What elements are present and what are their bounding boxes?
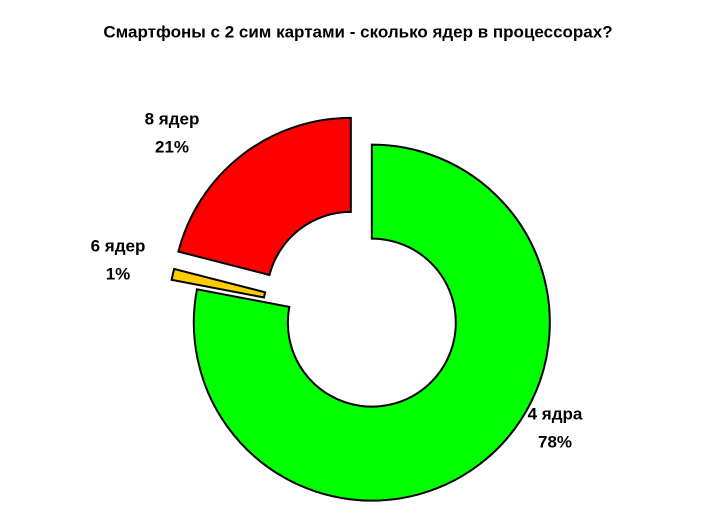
slice-value-label: 21% <box>155 137 189 156</box>
slice-label: 4 ядра <box>528 404 583 423</box>
donut-slice <box>177 116 352 277</box>
slice-label: 8 ядер <box>145 109 200 128</box>
chart-title: Смартфоны с 2 сим картами - сколько ядер… <box>103 22 612 41</box>
slice-label: 6 ядер <box>91 236 146 255</box>
donut-slice <box>170 267 267 299</box>
slice-value-label: 78% <box>538 432 572 451</box>
donut-slice <box>192 143 551 502</box>
slice-value-label: 1% <box>106 264 131 283</box>
